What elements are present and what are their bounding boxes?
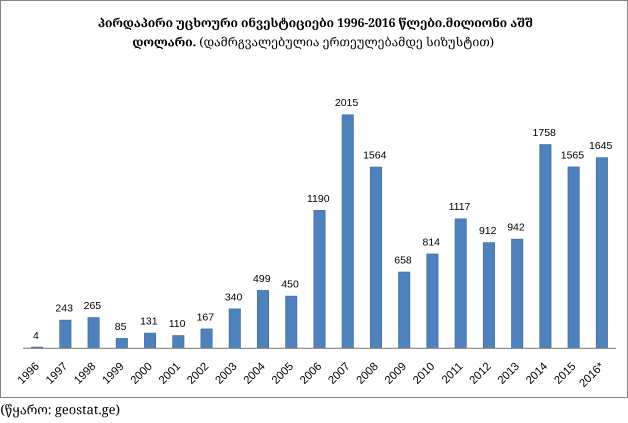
svg-text:243: 243 xyxy=(55,302,73,314)
svg-text:1758: 1758 xyxy=(533,127,557,139)
svg-text:1645: 1645 xyxy=(589,140,613,152)
svg-text:1190: 1190 xyxy=(307,193,330,205)
svg-text:131: 131 xyxy=(140,315,158,327)
svg-text:4: 4 xyxy=(33,330,39,342)
svg-text:814: 814 xyxy=(422,236,440,248)
svg-text:2015: 2015 xyxy=(335,97,359,109)
svg-text:340: 340 xyxy=(225,291,243,303)
svg-text:912: 912 xyxy=(479,225,497,237)
svg-text:85: 85 xyxy=(115,321,127,333)
svg-text:1565: 1565 xyxy=(561,149,585,161)
svg-text:265: 265 xyxy=(84,300,102,312)
svg-text:167: 167 xyxy=(197,311,215,323)
svg-text:1564: 1564 xyxy=(363,149,387,161)
svg-text:1117: 1117 xyxy=(449,201,471,213)
svg-text:942: 942 xyxy=(507,221,525,233)
svg-text:110: 110 xyxy=(169,318,186,330)
svg-text:450: 450 xyxy=(281,279,299,291)
svg-text:499: 499 xyxy=(253,273,271,285)
svg-text:658: 658 xyxy=(394,254,412,266)
